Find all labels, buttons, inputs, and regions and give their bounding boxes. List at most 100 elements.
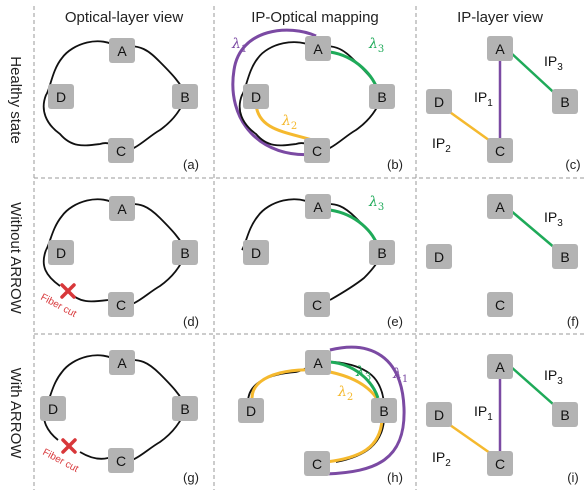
svg-text:C: C — [495, 297, 505, 313]
svg-text:A: A — [117, 355, 127, 371]
svg-text:D: D — [434, 249, 444, 265]
node-c: C — [108, 292, 134, 317]
node-b: B — [172, 84, 198, 109]
svg-text:C: C — [312, 297, 322, 313]
node-a: A — [109, 196, 135, 221]
column-header-ip: IP-layer view — [457, 9, 543, 26]
node-d: D — [426, 89, 452, 114]
panel-e: A B C D λ3 (e) — [241, 194, 403, 329]
fiber-cut-icon — [61, 438, 77, 454]
grid — [33, 6, 584, 490]
node-c: C — [108, 448, 134, 473]
svg-text:A: A — [495, 199, 505, 215]
fiber-ring-tail — [42, 249, 61, 287]
lambda3-label: λ3 — [355, 364, 371, 383]
svg-text:A: A — [117, 201, 127, 217]
panel-label-i: (i) — [567, 470, 579, 485]
svg-text:C: C — [116, 143, 126, 159]
svg-text:D: D — [48, 401, 58, 417]
lambda3-label: λ3 — [368, 36, 384, 55]
fiber-ring — [247, 360, 386, 463]
node-c: C — [487, 451, 513, 476]
panel-d: A B C D Fiber cut (d) — [39, 196, 199, 329]
ip1-label: IP1 — [474, 403, 493, 423]
panel-f: A B C D IP3 (f) — [426, 194, 579, 329]
svg-text:B: B — [560, 94, 569, 110]
ip2-label: IP2 — [432, 449, 451, 469]
panel-c: A B C D IP1 IP2 IP3 (c) — [426, 36, 581, 172]
svg-text:C: C — [116, 453, 126, 469]
node-b: B — [552, 89, 578, 114]
node-b: B — [552, 402, 578, 427]
ip3-label: IP3 — [544, 367, 563, 387]
panel-label-a: (a) — [183, 157, 199, 172]
node-d: D — [238, 398, 264, 423]
fiber-cut-icon — [60, 283, 76, 299]
panel-label-b: (b) — [387, 157, 403, 172]
svg-text:B: B — [379, 403, 388, 419]
node-d: D — [426, 402, 452, 427]
svg-text:A: A — [313, 41, 323, 57]
ip1-label: IP1 — [474, 89, 493, 109]
svg-text:D: D — [434, 407, 444, 423]
node-b: B — [369, 240, 395, 265]
node-c: C — [304, 451, 330, 476]
node-c: C — [487, 138, 513, 163]
node-a: A — [305, 194, 331, 219]
svg-text:B: B — [180, 89, 189, 105]
svg-text:B: B — [377, 89, 386, 105]
panel-label-f: (f) — [567, 314, 579, 329]
node-a: A — [487, 36, 513, 61]
svg-text:B: B — [180, 245, 189, 261]
svg-text:A: A — [495, 359, 505, 375]
lambda2-path — [254, 103, 313, 142]
row-header-without-arrow: Without ARROW — [7, 202, 24, 315]
ip3-label: IP3 — [544, 53, 563, 73]
svg-text:D: D — [56, 89, 66, 105]
column-header-mapping: IP-Optical mapping — [251, 9, 379, 26]
svg-text:A: A — [495, 41, 505, 57]
lambda1-label: λ1 — [392, 366, 408, 385]
lambda2-path — [250, 368, 384, 464]
node-d: D — [243, 84, 269, 109]
panel-label-c: (c) — [565, 157, 580, 172]
lambda3-label: λ3 — [368, 194, 384, 213]
panel-h: A B C D λ1 λ2 λ3 (h) — [238, 345, 408, 485]
svg-text:B: B — [560, 249, 569, 265]
node-c: C — [108, 138, 134, 163]
svg-text:D: D — [251, 245, 261, 261]
node-a: A — [487, 194, 513, 219]
panel-label-h: (h) — [387, 470, 403, 485]
row-header-healthy: Healthy state — [7, 56, 24, 144]
node-b: B — [172, 396, 198, 421]
svg-text:C: C — [495, 143, 505, 159]
node-c: C — [304, 292, 330, 317]
node-a: A — [305, 350, 331, 375]
column-header-optical: Optical-layer view — [65, 9, 184, 26]
node-b: B — [369, 84, 395, 109]
ip3-label: IP3 — [544, 209, 563, 229]
svg-text:C: C — [495, 456, 505, 472]
node-b: B — [552, 244, 578, 269]
lambda1-path — [325, 345, 406, 476]
panel-label-g: (g) — [183, 470, 199, 485]
svg-text:B: B — [560, 407, 569, 423]
svg-text:A: A — [313, 355, 323, 371]
lambda1-label: λ1 — [231, 36, 247, 55]
lambda2-label: λ2 — [281, 113, 297, 132]
node-d: D — [40, 396, 66, 421]
node-c: C — [487, 292, 513, 317]
node-d: D — [426, 244, 452, 269]
ip2-label: IP2 — [432, 135, 451, 155]
lambda1-path — [231, 28, 317, 157]
panel-a: A B C D (a) — [42, 38, 199, 172]
svg-text:D: D — [246, 403, 256, 419]
svg-text:D: D — [434, 94, 444, 110]
svg-text:B: B — [180, 401, 189, 417]
node-c: C — [304, 138, 330, 163]
lambda3-path — [329, 360, 380, 399]
panel-label-d: (d) — [183, 314, 199, 329]
svg-text:D: D — [56, 245, 66, 261]
svg-text:C: C — [116, 297, 126, 313]
